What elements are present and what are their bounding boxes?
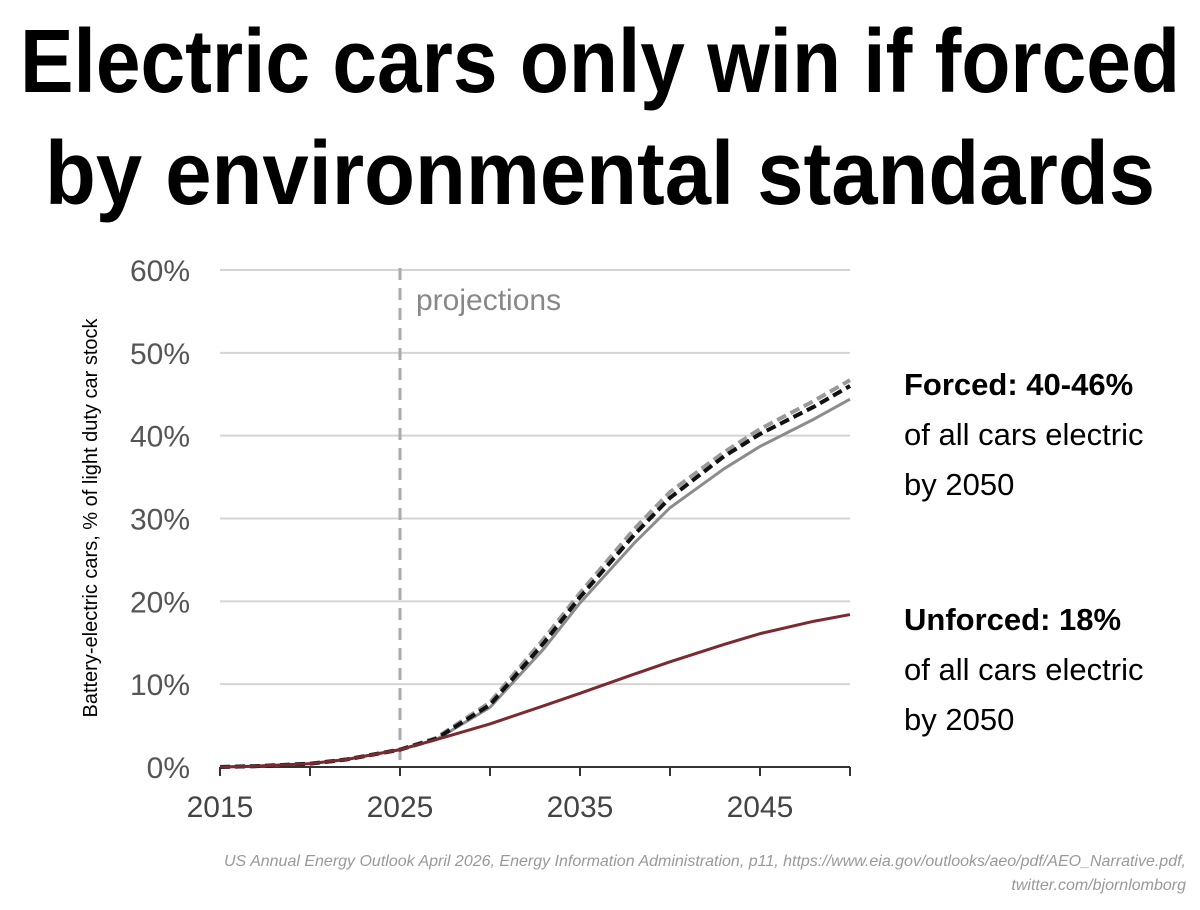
series-line bbox=[219, 613, 851, 769]
x-tick-label: 2045 bbox=[727, 791, 794, 824]
series-line bbox=[219, 378, 851, 769]
y-tick-label: 20% bbox=[130, 586, 190, 619]
x-tick-label: 2035 bbox=[547, 791, 614, 824]
source: US Annual Energy Outlook April 2026, Ene… bbox=[224, 853, 1186, 870]
x-tick-label: 2025 bbox=[367, 791, 434, 824]
series-line bbox=[219, 397, 851, 769]
note-head: Unforced: 18% bbox=[904, 602, 1121, 637]
note-head: Forced: 40-46% bbox=[904, 367, 1133, 402]
series-line bbox=[219, 384, 851, 769]
chart-title: Electric cars only win if forced bbox=[20, 12, 1180, 112]
x-tick-label: 2015 bbox=[187, 791, 254, 824]
source: twitter.com/bjornlomborg bbox=[1011, 877, 1186, 894]
y-tick-label: 10% bbox=[130, 669, 190, 702]
y-tick-label: 30% bbox=[130, 504, 190, 537]
note-line: by 2050 bbox=[904, 467, 1014, 502]
y-tick-label: 60% bbox=[130, 255, 190, 288]
y-tick-label: 0% bbox=[147, 752, 190, 785]
y-axis-label: Battery-electric cars, % of light duty c… bbox=[80, 317, 102, 717]
projection-label: projections bbox=[416, 284, 561, 317]
chart-title: by environmental standards bbox=[45, 124, 1155, 224]
note-line: of all cars electric bbox=[904, 652, 1143, 687]
note-line: of all cars electric bbox=[904, 417, 1143, 452]
y-tick-label: 40% bbox=[130, 421, 190, 454]
note-line: by 2050 bbox=[904, 702, 1014, 737]
y-tick-label: 50% bbox=[130, 338, 190, 371]
